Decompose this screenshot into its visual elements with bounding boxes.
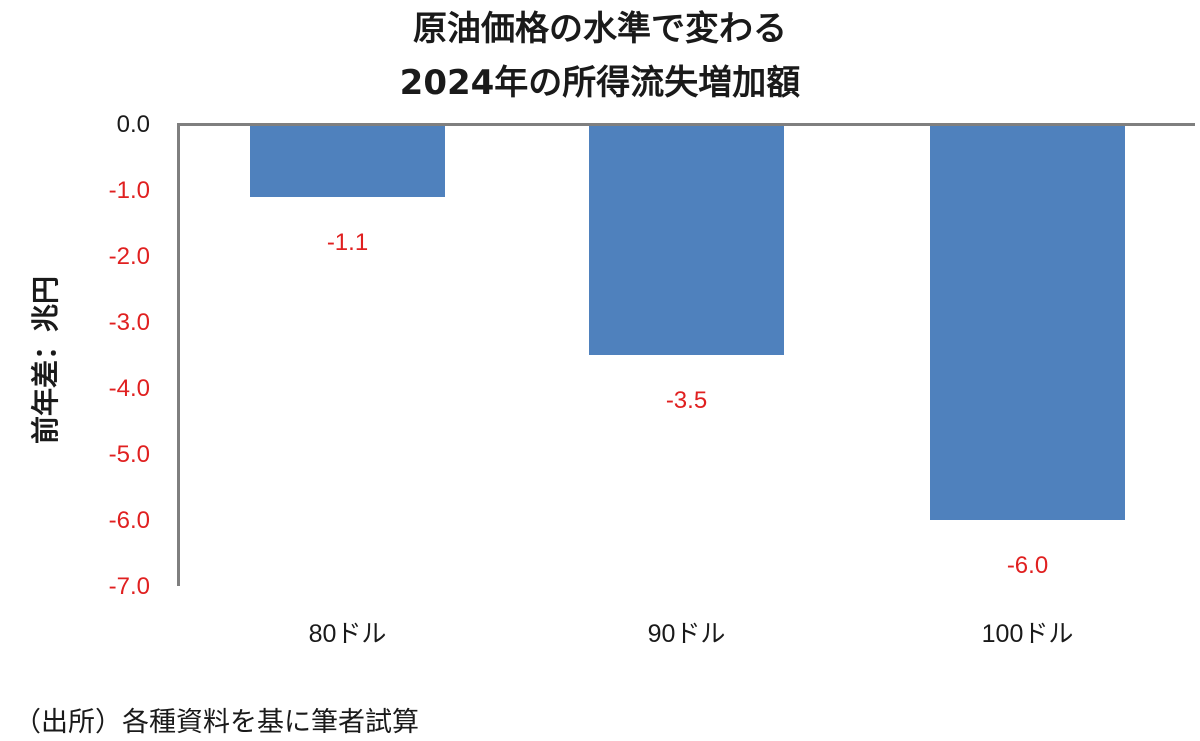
y-tick-label: -4.0 xyxy=(108,375,150,402)
y-tick-label: -5.0 xyxy=(108,441,150,468)
x-category-label: 90ドル xyxy=(647,620,726,648)
y-tick-label: -3.0 xyxy=(108,309,150,336)
y-tick-label: -2.0 xyxy=(108,243,150,270)
y-tick-label: -7.0 xyxy=(108,573,150,600)
x-axis-line xyxy=(178,123,1195,126)
data-label: -6.0 xyxy=(1006,552,1049,579)
bar-2 xyxy=(589,126,784,355)
x-category-label: 100ドル xyxy=(981,620,1074,648)
source-note: （出所）各種資料を基に筆者試算 xyxy=(14,707,419,738)
y-tick-label: -1.0 xyxy=(108,177,150,204)
y-tick-label: 0.0 xyxy=(116,111,150,138)
chart-title-line-1: 原油価格の水準で変わる xyxy=(413,9,787,49)
bar-3 xyxy=(930,126,1125,520)
data-label: -3.5 xyxy=(665,387,708,414)
y-tick-label: -6.0 xyxy=(108,507,150,534)
data-label: -1.1 xyxy=(326,228,369,256)
bar-1 xyxy=(250,126,445,197)
x-category-label: 80ドル xyxy=(308,620,387,648)
chart-title-line-2: 2024年の所得流失増加額 xyxy=(399,63,801,103)
y-axis-label: 前年差：兆円 xyxy=(29,275,62,445)
y-axis-line xyxy=(177,123,180,586)
